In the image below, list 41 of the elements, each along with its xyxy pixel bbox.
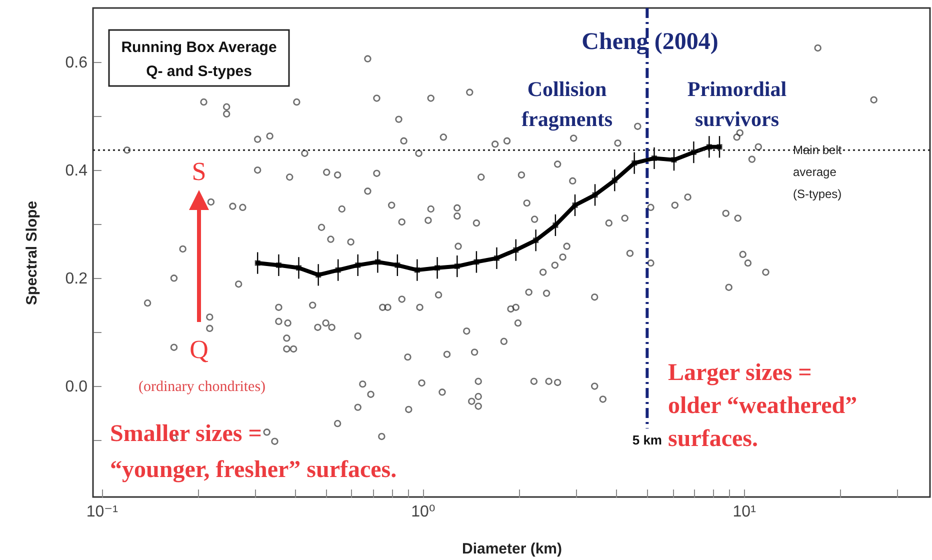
point — [690, 150, 696, 156]
point — [394, 262, 400, 268]
annotation: Running Box Average Q- and S-types — [121, 39, 277, 80]
point — [335, 267, 341, 273]
annotation: Q — [190, 335, 209, 364]
point — [454, 264, 460, 270]
annotation: Cheng (2004) — [582, 29, 718, 55]
annotation: Larger sizes = older “weathered” surfaces. — [668, 360, 858, 452]
point — [652, 155, 657, 161]
y-tick-label: 0.6 — [65, 54, 88, 72]
point — [374, 259, 380, 265]
x-tick-label: 10⁰ — [411, 504, 436, 520]
y-tick-label: 0.2 — [65, 270, 88, 288]
annotation: (ordinary chondrites) — [138, 379, 266, 395]
point — [671, 157, 677, 163]
annotation: Smaller sizes = “younger, fresher” surfaces. — [110, 421, 397, 483]
point — [513, 247, 519, 253]
point — [296, 265, 302, 271]
point — [414, 267, 420, 273]
point — [632, 160, 638, 166]
point — [494, 255, 500, 261]
point — [355, 262, 361, 268]
x-tick-label: 10⁻¹ — [86, 504, 118, 520]
y-axis-title: Spectral Slope — [23, 200, 40, 306]
point — [612, 178, 618, 184]
y-tick-label: 0.0 — [65, 378, 88, 396]
annotation: S — [192, 157, 206, 186]
x-tick-label: 10¹ — [732, 504, 756, 520]
ref-line-label: 5 km — [632, 432, 662, 448]
point — [316, 272, 322, 278]
y-tick-label: 0.4 — [65, 162, 88, 180]
point — [276, 262, 282, 268]
point — [572, 202, 578, 208]
point — [533, 238, 539, 244]
point — [474, 259, 480, 265]
annotation: Primordial survivors — [687, 77, 787, 131]
point — [552, 222, 558, 228]
point — [592, 192, 598, 198]
x-axis-title: Diameter (km) — [462, 540, 562, 558]
annotation: Collision fragments — [522, 77, 612, 131]
point — [434, 265, 440, 271]
